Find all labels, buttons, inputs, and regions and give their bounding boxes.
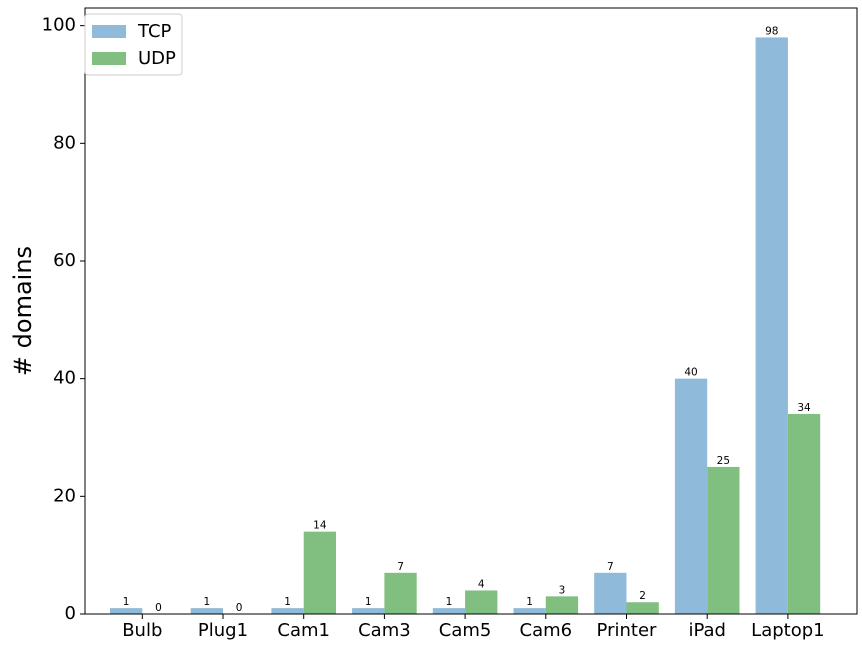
data-label-udp-bulb: 0 (155, 602, 162, 614)
data-label-udp-ipad: 25 (717, 455, 730, 467)
y-axis: 0 20 40 60 80 100 (42, 15, 85, 624)
data-label-tcp-cam5: 1 (446, 596, 453, 608)
legend-label-udp: UDP (138, 48, 176, 69)
legend: TCP UDP (84, 13, 183, 76)
x-tick-label-bulb: Bulb (122, 620, 162, 641)
bar-tcp-cam3 (352, 608, 385, 614)
data-label-tcp-laptop1: 98 (765, 25, 778, 37)
data-label-tcp-plug1: 1 (204, 596, 211, 608)
x-tick-label-ipad: iPad (688, 620, 726, 641)
x-tick-label-cam6: Cam6 (520, 620, 573, 641)
bar-udp-cam1 (303, 531, 336, 614)
x-tick-label-laptop1: Laptop1 (751, 620, 824, 641)
y-tick-label-0: 0 (65, 603, 76, 624)
plot-frame (84, 7, 858, 615)
data-label-tcp-printer: 7 (607, 561, 614, 573)
data-label-tcp-bulb: 1 (123, 596, 130, 608)
bar-udp-cam6 (545, 596, 579, 614)
bar-udp-cam5 (465, 590, 498, 614)
bar-tcp-printer (594, 572, 627, 614)
bars-layer (110, 37, 821, 614)
bar-udp-cam3 (384, 572, 417, 614)
y-tick-label-40: 40 (53, 368, 76, 389)
y-tick-label-100: 100 (42, 15, 76, 36)
x-axis: Bulb Plug1 Cam1 Cam3 Cam5 Cam6 Printer iPad Lapt… (122, 614, 825, 641)
y-tick-label-20: 20 (53, 485, 76, 506)
bar-tcp-laptop1 (755, 37, 788, 614)
data-label-tcp-cam1: 1 (284, 596, 291, 608)
data-label-udp-cam3: 7 (397, 561, 404, 573)
bar-udp-laptop1 (787, 413, 821, 614)
x-tick-label-cam1: Cam1 (277, 620, 330, 641)
data-label-udp-cam1: 14 (313, 520, 327, 532)
data-label-tcp-cam6: 1 (526, 596, 533, 608)
bar-tcp-cam1 (271, 608, 304, 614)
y-axis-label: # domains (9, 246, 37, 376)
bar-tcp-cam5 (432, 608, 466, 614)
y-tick-label-60: 60 (53, 250, 76, 271)
x-tick-label-cam3: Cam3 (358, 620, 411, 641)
bar-udp-ipad (707, 466, 740, 614)
y-tick-label-80: 80 (53, 132, 76, 153)
bar-tcp-ipad (674, 378, 708, 614)
x-tick-label-cam5: Cam5 (439, 620, 492, 641)
data-label-udp-cam5: 4 (478, 578, 485, 590)
legend-label-tcp: TCP (137, 21, 172, 42)
bar-udp-printer (626, 602, 659, 614)
data-label-udp-printer: 2 (639, 590, 646, 602)
bar-tcp-bulb (110, 608, 143, 614)
data-label-udp-cam6: 3 (559, 584, 566, 596)
legend-swatch-udp (92, 52, 126, 65)
data-label-tcp-cam3: 1 (365, 596, 372, 608)
bar-tcp-cam6 (513, 608, 546, 614)
data-label-tcp-ipad: 40 (684, 367, 697, 379)
data-label-udp-plug1: 0 (236, 602, 243, 614)
x-tick-label-plug1: Plug1 (198, 620, 248, 641)
data-label-udp-laptop1: 34 (797, 402, 811, 414)
x-tick-label-printer: Printer (597, 620, 657, 641)
bar-tcp-plug1 (190, 608, 223, 614)
legend-swatch-tcp (92, 25, 126, 38)
